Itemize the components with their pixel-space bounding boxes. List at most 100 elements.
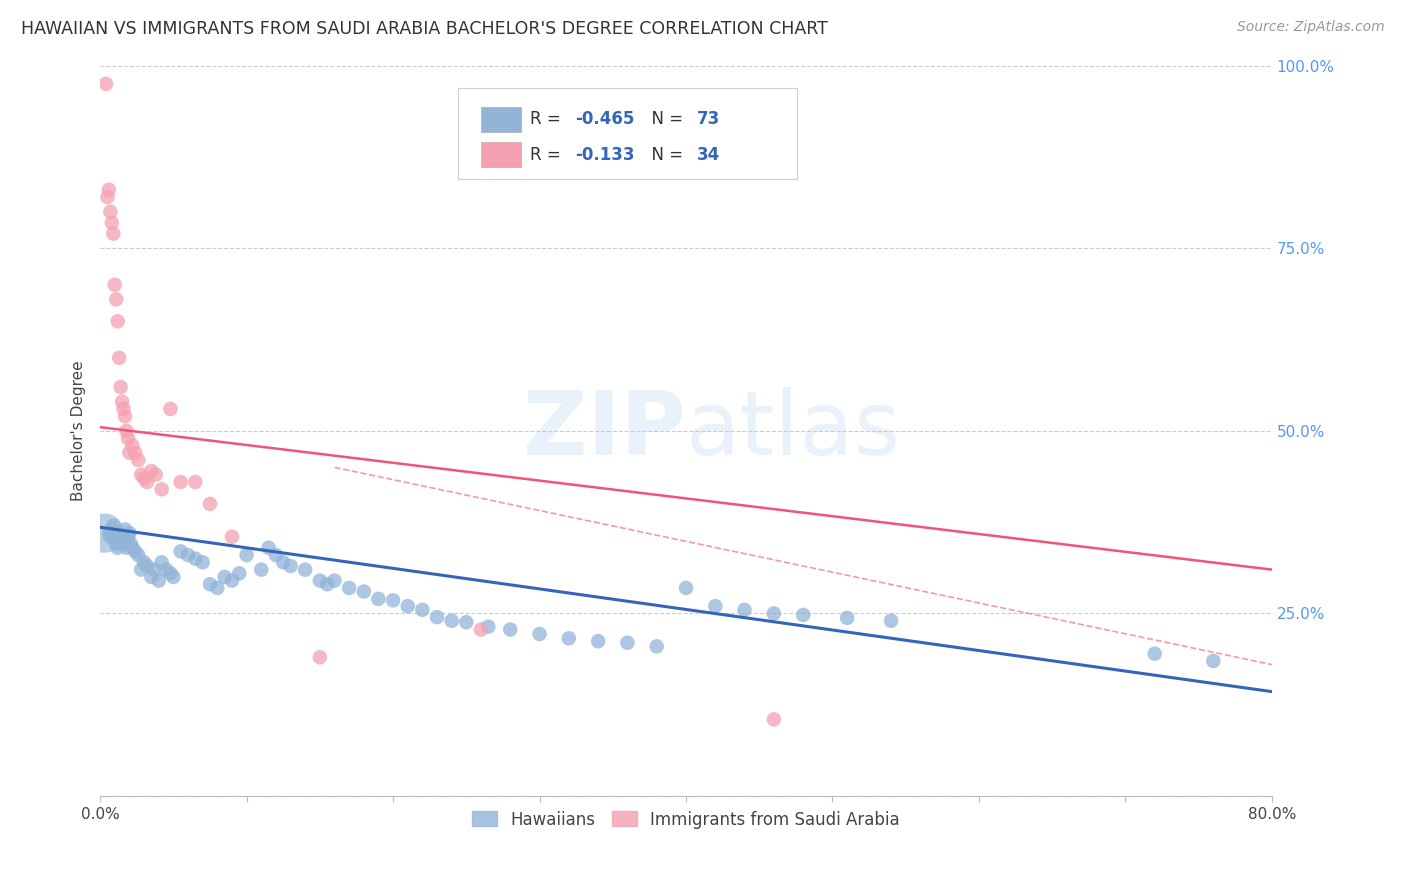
Point — [184, 475, 207, 489]
Point — [257, 541, 280, 555]
Point — [120, 537, 142, 551]
Point — [734, 603, 756, 617]
Point — [97, 526, 120, 541]
Text: ZIP: ZIP — [523, 387, 686, 475]
Point — [127, 453, 149, 467]
Text: atlas: atlas — [686, 387, 901, 475]
Point — [162, 570, 184, 584]
Point — [105, 293, 128, 307]
Point — [132, 555, 155, 569]
Point — [191, 555, 214, 569]
Point — [294, 563, 316, 577]
Point — [129, 467, 152, 482]
Point — [762, 607, 785, 621]
Point — [136, 559, 159, 574]
Point — [103, 518, 125, 533]
Point — [207, 581, 229, 595]
Point — [104, 277, 127, 292]
Point — [214, 570, 236, 584]
Point — [250, 563, 273, 577]
Point — [97, 183, 120, 197]
Text: R =: R = — [530, 145, 567, 163]
Point — [499, 623, 522, 637]
FancyBboxPatch shape — [481, 107, 520, 132]
Point — [704, 599, 727, 614]
Point — [586, 634, 609, 648]
Point — [316, 577, 339, 591]
Point — [103, 227, 125, 241]
Text: N =: N = — [641, 111, 689, 128]
Point — [159, 566, 181, 581]
Point — [94, 77, 117, 91]
Point — [271, 555, 294, 569]
Point — [104, 533, 127, 548]
Point — [837, 611, 859, 625]
Point — [112, 401, 135, 416]
Point — [145, 467, 167, 482]
Point — [117, 431, 139, 445]
Point — [143, 563, 166, 577]
Point — [280, 559, 302, 574]
Point — [529, 627, 551, 641]
Point — [132, 471, 155, 485]
Text: R =: R = — [530, 111, 567, 128]
Point — [155, 563, 177, 577]
Point — [353, 584, 375, 599]
FancyBboxPatch shape — [481, 142, 520, 167]
Point — [100, 204, 122, 219]
Point — [456, 615, 478, 630]
Point — [136, 475, 159, 489]
Point — [124, 544, 146, 558]
Text: Source: ZipAtlas.com: Source: ZipAtlas.com — [1237, 20, 1385, 34]
Point — [411, 603, 433, 617]
Point — [111, 533, 134, 548]
Point — [645, 640, 668, 654]
Point — [396, 599, 419, 614]
Point — [184, 551, 207, 566]
Point — [100, 530, 122, 544]
Point — [112, 537, 135, 551]
FancyBboxPatch shape — [457, 87, 797, 178]
Point — [129, 563, 152, 577]
Point — [221, 530, 243, 544]
Point — [107, 314, 129, 328]
Point — [114, 409, 136, 424]
Point — [115, 541, 138, 555]
Point — [170, 475, 193, 489]
Text: HAWAIIAN VS IMMIGRANTS FROM SAUDI ARABIA BACHELOR'S DEGREE CORRELATION CHART: HAWAIIAN VS IMMIGRANTS FROM SAUDI ARABIA… — [21, 20, 828, 37]
Text: 34: 34 — [696, 145, 720, 163]
Point — [675, 581, 697, 595]
Point — [470, 623, 492, 637]
Point — [150, 555, 173, 569]
Point — [117, 530, 139, 544]
Point — [308, 574, 330, 588]
Point — [228, 566, 250, 581]
Point — [101, 216, 124, 230]
Point — [110, 380, 132, 394]
Point — [1143, 647, 1166, 661]
Point — [762, 712, 785, 726]
Point — [148, 574, 170, 588]
Point — [558, 632, 581, 646]
Point — [367, 591, 389, 606]
Point — [108, 526, 131, 541]
Point — [121, 541, 143, 555]
Point — [141, 570, 163, 584]
Point — [121, 438, 143, 452]
Point — [323, 574, 346, 588]
Point — [177, 548, 200, 562]
Point — [127, 548, 149, 562]
Point — [308, 650, 330, 665]
Point — [198, 577, 221, 591]
Point — [235, 548, 257, 562]
Point — [221, 574, 243, 588]
Y-axis label: Bachelor's Degree: Bachelor's Degree — [72, 360, 86, 501]
Point — [107, 541, 129, 555]
Text: -0.465: -0.465 — [575, 111, 634, 128]
Text: N =: N = — [641, 145, 689, 163]
Text: 73: 73 — [696, 111, 720, 128]
Point — [1202, 654, 1225, 668]
Point — [426, 610, 449, 624]
Legend: Hawaiians, Immigrants from Saudi Arabia: Hawaiians, Immigrants from Saudi Arabia — [465, 804, 907, 835]
Point — [337, 581, 360, 595]
